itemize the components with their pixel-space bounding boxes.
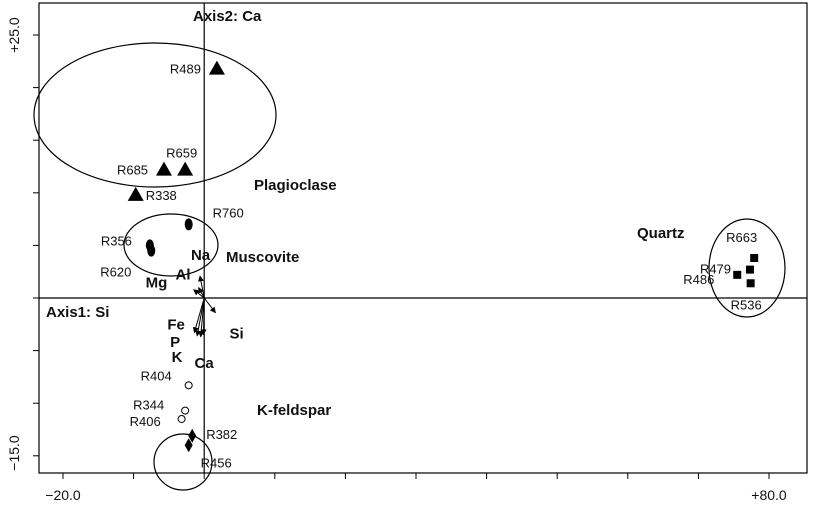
variable-label-si: Si <box>229 326 243 343</box>
variable-label-al: Al <box>176 266 191 283</box>
y-axis-label: Axis2: Ca <box>193 8 262 25</box>
marker-r479 <box>745 265 754 274</box>
variable-label-fe: Fe <box>167 317 185 334</box>
group-label-muscovite: Muscovite <box>226 249 299 266</box>
ellipse-quartz <box>708 218 786 318</box>
y-tick-label-max: +25.0 <box>6 17 22 53</box>
marker-r760 <box>184 218 193 231</box>
marker-r536 <box>746 279 755 288</box>
group-label-k-feldspar: K-feldspar <box>257 402 331 419</box>
marker-r663 <box>750 254 759 263</box>
marker-r344 <box>181 406 190 415</box>
point-label-r404: R404 <box>141 368 172 383</box>
marker-r338 <box>127 186 144 201</box>
variable-label-na: Na <box>191 247 211 264</box>
point-label-r663: R663 <box>726 230 757 245</box>
vector-p <box>195 297 205 337</box>
marker-r489 <box>208 60 225 75</box>
plot-border <box>38 2 808 474</box>
point-label-r456: R456 <box>201 455 232 470</box>
point-label-r489: R489 <box>170 62 201 77</box>
ellipse-plagioclase <box>33 42 277 188</box>
ellipse-muscovite <box>123 213 219 277</box>
point-label-r620: R620 <box>100 265 131 280</box>
group-label-quartz: Quartz <box>637 225 685 242</box>
group-label-plagioclase: Plagioclase <box>254 177 337 194</box>
point-label-r479: R479 <box>700 262 731 277</box>
marker-r382 <box>188 428 197 443</box>
ellipse-k-feldspar <box>153 433 213 491</box>
marker-r456 <box>184 438 193 453</box>
variable-label-mg: Mg <box>146 275 168 292</box>
marker-r685 <box>155 161 172 176</box>
y-tick-label-min: −15.0 <box>6 435 22 471</box>
point-label-r344: R344 <box>133 398 164 413</box>
group-ellipses <box>33 42 786 491</box>
point-label-r406: R406 <box>130 414 161 429</box>
marker-r620 <box>147 244 156 257</box>
x-tick-label-max: +80.0 <box>751 487 787 503</box>
chart-text: Axis1: Si Axis2: Ca −20.0 +80.0 +25.0 −1… <box>6 8 787 503</box>
point-label-r685: R685 <box>117 163 148 178</box>
variable-label-k: K <box>172 349 183 366</box>
plot-frame <box>33 2 808 479</box>
x-axis-label: Axis1: Si <box>46 304 109 321</box>
x-tick-label-min: −20.0 <box>45 487 81 503</box>
point-label-r659: R659 <box>166 146 197 161</box>
variable-label-ca: Ca <box>194 355 214 372</box>
vector-fe <box>192 297 205 334</box>
point-label-r382: R382 <box>206 427 237 442</box>
point-label-r486: R486 <box>683 272 714 287</box>
vector-mg <box>193 289 205 299</box>
marker-r404 <box>184 381 193 390</box>
point-label-r760: R760 <box>213 205 244 220</box>
variable-label-p: P <box>170 334 180 351</box>
marker-r406 <box>177 414 186 423</box>
data-points: R489 R659 R685 R338 R760 R356 R620 R663 R479R486… <box>100 60 762 470</box>
point-label-r338: R338 <box>146 188 177 203</box>
vector-si <box>203 297 216 314</box>
point-label-r356: R356 <box>101 233 132 248</box>
vector-ca <box>200 297 207 336</box>
point-label-r536: R536 <box>731 297 762 312</box>
marker-r486 <box>733 270 742 279</box>
marker-r659 <box>177 161 194 176</box>
